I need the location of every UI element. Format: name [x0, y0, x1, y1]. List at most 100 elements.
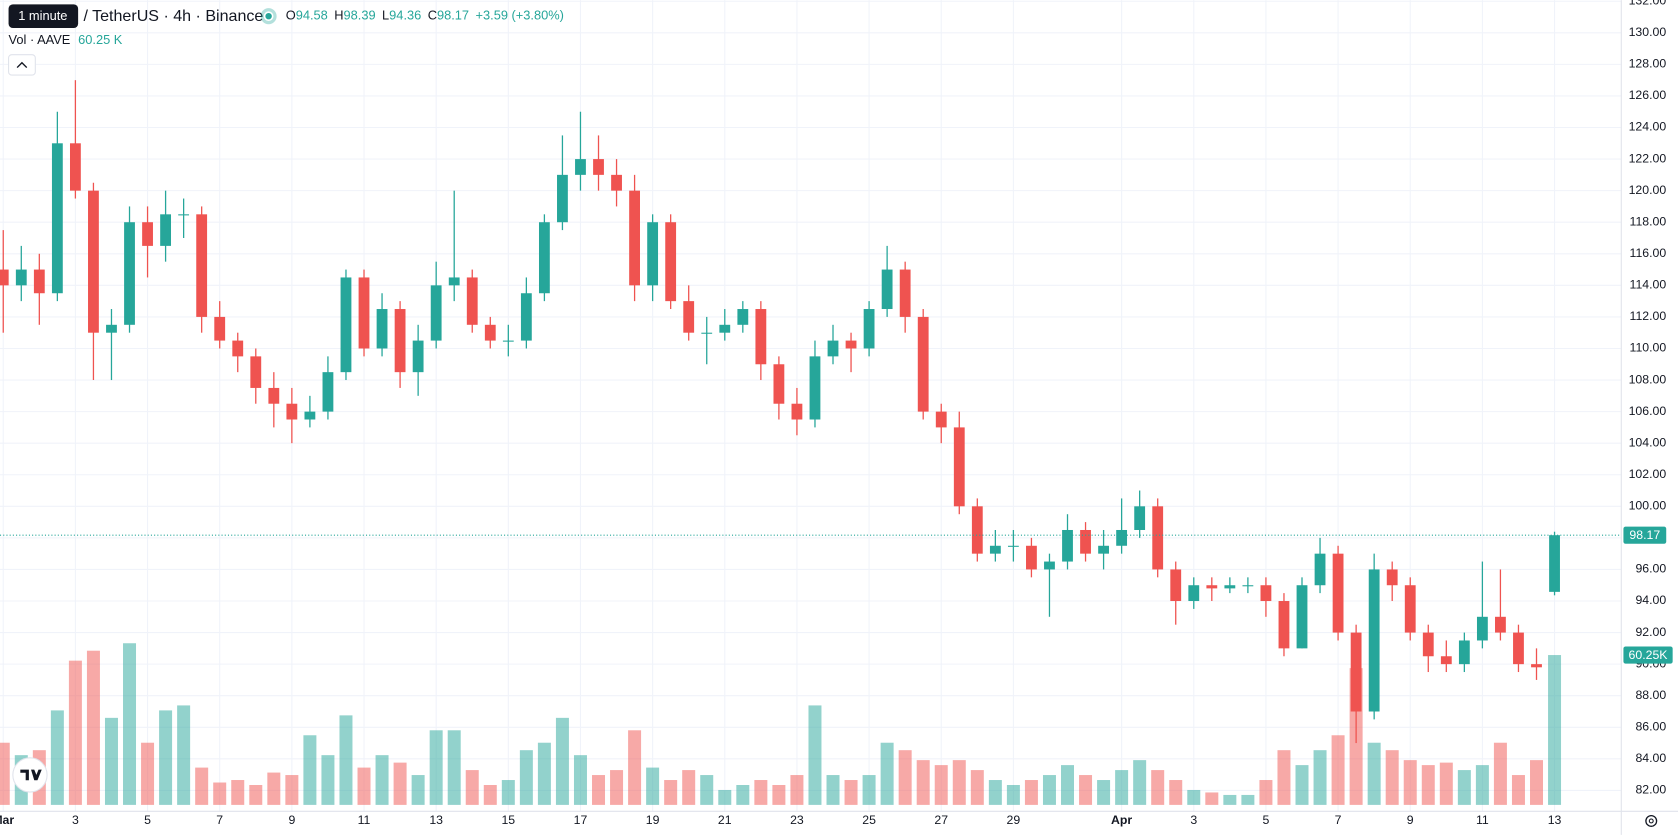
- volume-bar: [1151, 770, 1165, 805]
- volume-bar: [573, 755, 587, 805]
- volume-bar: [1097, 780, 1111, 805]
- candle-body: [1350, 632, 1362, 712]
- volume-bar: [808, 705, 822, 805]
- candle-body: [773, 364, 785, 404]
- x-tick-label: 9: [288, 813, 295, 827]
- candle-body: [683, 301, 695, 333]
- volume-bar: [826, 775, 840, 805]
- volume-bar: [303, 735, 317, 805]
- volume-bar: [862, 775, 876, 805]
- y-tick-label: 92.00: [1635, 625, 1666, 639]
- candle-body: [358, 277, 370, 349]
- legend-header: 1 minute / TetherUS · 4h · Binance O94.5…: [8, 4, 564, 76]
- volume-bar: [682, 770, 696, 805]
- volume-bar: [664, 780, 678, 805]
- x-tick-label: 9: [1407, 813, 1414, 827]
- volume-bar: [916, 760, 930, 805]
- symbol-title[interactable]: / TetherUS · 4h · Binance: [83, 7, 263, 25]
- volume-bar: [1042, 775, 1056, 805]
- volume-bar: [231, 780, 245, 805]
- candle-body: [1170, 569, 1182, 602]
- candle-body: [1404, 585, 1416, 633]
- volume-bar: [880, 742, 894, 805]
- candle-body: [520, 293, 532, 341]
- candle-body: [178, 214, 190, 216]
- ohlc-value: 94.58: [296, 8, 328, 23]
- tooltip-bg: [8, 4, 79, 28]
- change: +3.59 (+3.80%): [476, 8, 564, 23]
- y-tick-label: 108.00: [1629, 372, 1667, 386]
- candle-body: [33, 269, 45, 294]
- candle-body: [647, 222, 659, 286]
- volume-bar: [483, 785, 497, 805]
- candle-body: [863, 309, 875, 349]
- candle-body: [394, 309, 406, 373]
- volume-bar: [519, 750, 533, 805]
- price-badge: [1623, 526, 1667, 544]
- volume-bar: [321, 755, 335, 805]
- volume-bar: [988, 780, 1002, 805]
- candle-body: [755, 309, 767, 365]
- candle-body: [196, 214, 208, 317]
- market-status[interactable]: [260, 8, 277, 25]
- candle-body: [1422, 632, 1434, 657]
- volume-bar: [1530, 760, 1543, 805]
- y-tick-label: 112.00: [1630, 309, 1667, 323]
- ohlc-letter: L: [382, 8, 389, 23]
- volume-bar: [700, 775, 714, 805]
- volume-bar: [1511, 775, 1525, 805]
- candle-body: [1224, 585, 1236, 589]
- candle-body: [1007, 545, 1019, 547]
- x-tick-label: 29: [1007, 813, 1021, 827]
- candle-body: [593, 159, 604, 175]
- volume-bar: [646, 767, 660, 805]
- x-tick-label: 21: [718, 813, 732, 827]
- volume-bar: [592, 775, 606, 805]
- y-tick-label: 86.00: [1635, 720, 1666, 734]
- candle-body: [232, 340, 244, 357]
- candle-body: [1062, 529, 1073, 562]
- y-tick-label: 122.00: [1629, 151, 1667, 165]
- candle-body: [1188, 585, 1200, 602]
- candle-body: [989, 545, 1001, 554]
- volume-bar: [213, 782, 227, 805]
- candle-body: [1458, 640, 1470, 665]
- collapse-button[interactable]: [8, 54, 36, 76]
- ohlc-value: 98.39: [344, 8, 376, 23]
- candle-body: [1152, 506, 1164, 570]
- volume-bar: [1493, 742, 1507, 805]
- candle-body: [106, 324, 117, 333]
- y-tick-label: 110.00: [1630, 341, 1667, 355]
- candle-body: [899, 269, 911, 317]
- y-tick-label: 94.00: [1635, 593, 1666, 607]
- candle-body: [665, 222, 677, 302]
- volume-bar: [1331, 735, 1345, 805]
- volume-value: 60.25 K: [78, 32, 123, 47]
- volume-bar: [970, 770, 984, 805]
- volume-label[interactable]: Vol · AAVE: [9, 32, 71, 47]
- candle-body: [286, 403, 298, 420]
- candle-body: [611, 174, 622, 191]
- candle-body: [466, 277, 478, 325]
- volume-pane: [0, 643, 1562, 805]
- volume-bar: [555, 717, 569, 805]
- candle-body: [304, 411, 316, 420]
- y-tick-label: 106.00: [1629, 404, 1667, 418]
- candle-body: [1531, 664, 1542, 668]
- y-tick-label: 96.00: [1635, 562, 1666, 576]
- candle-body: [69, 143, 81, 191]
- x-tick-label: 13: [429, 813, 443, 827]
- candle-body: [1476, 616, 1488, 641]
- tradingview-logo[interactable]: [12, 757, 48, 793]
- candle-body: [935, 411, 947, 428]
- x-tick-label: 17: [574, 813, 588, 827]
- x-tick-label: 5: [144, 813, 151, 827]
- settings-icon[interactable]: [1645, 814, 1658, 827]
- x-tick-label: 3: [1190, 813, 1197, 827]
- y-tick-label: 116.00: [1630, 246, 1667, 260]
- volume-bar: [339, 715, 353, 805]
- y-tick-label: 104.00: [1629, 435, 1667, 449]
- y-tick-label: 102.00: [1629, 467, 1667, 481]
- volume-bar: [375, 755, 389, 805]
- x-tick-label: 27: [934, 813, 948, 827]
